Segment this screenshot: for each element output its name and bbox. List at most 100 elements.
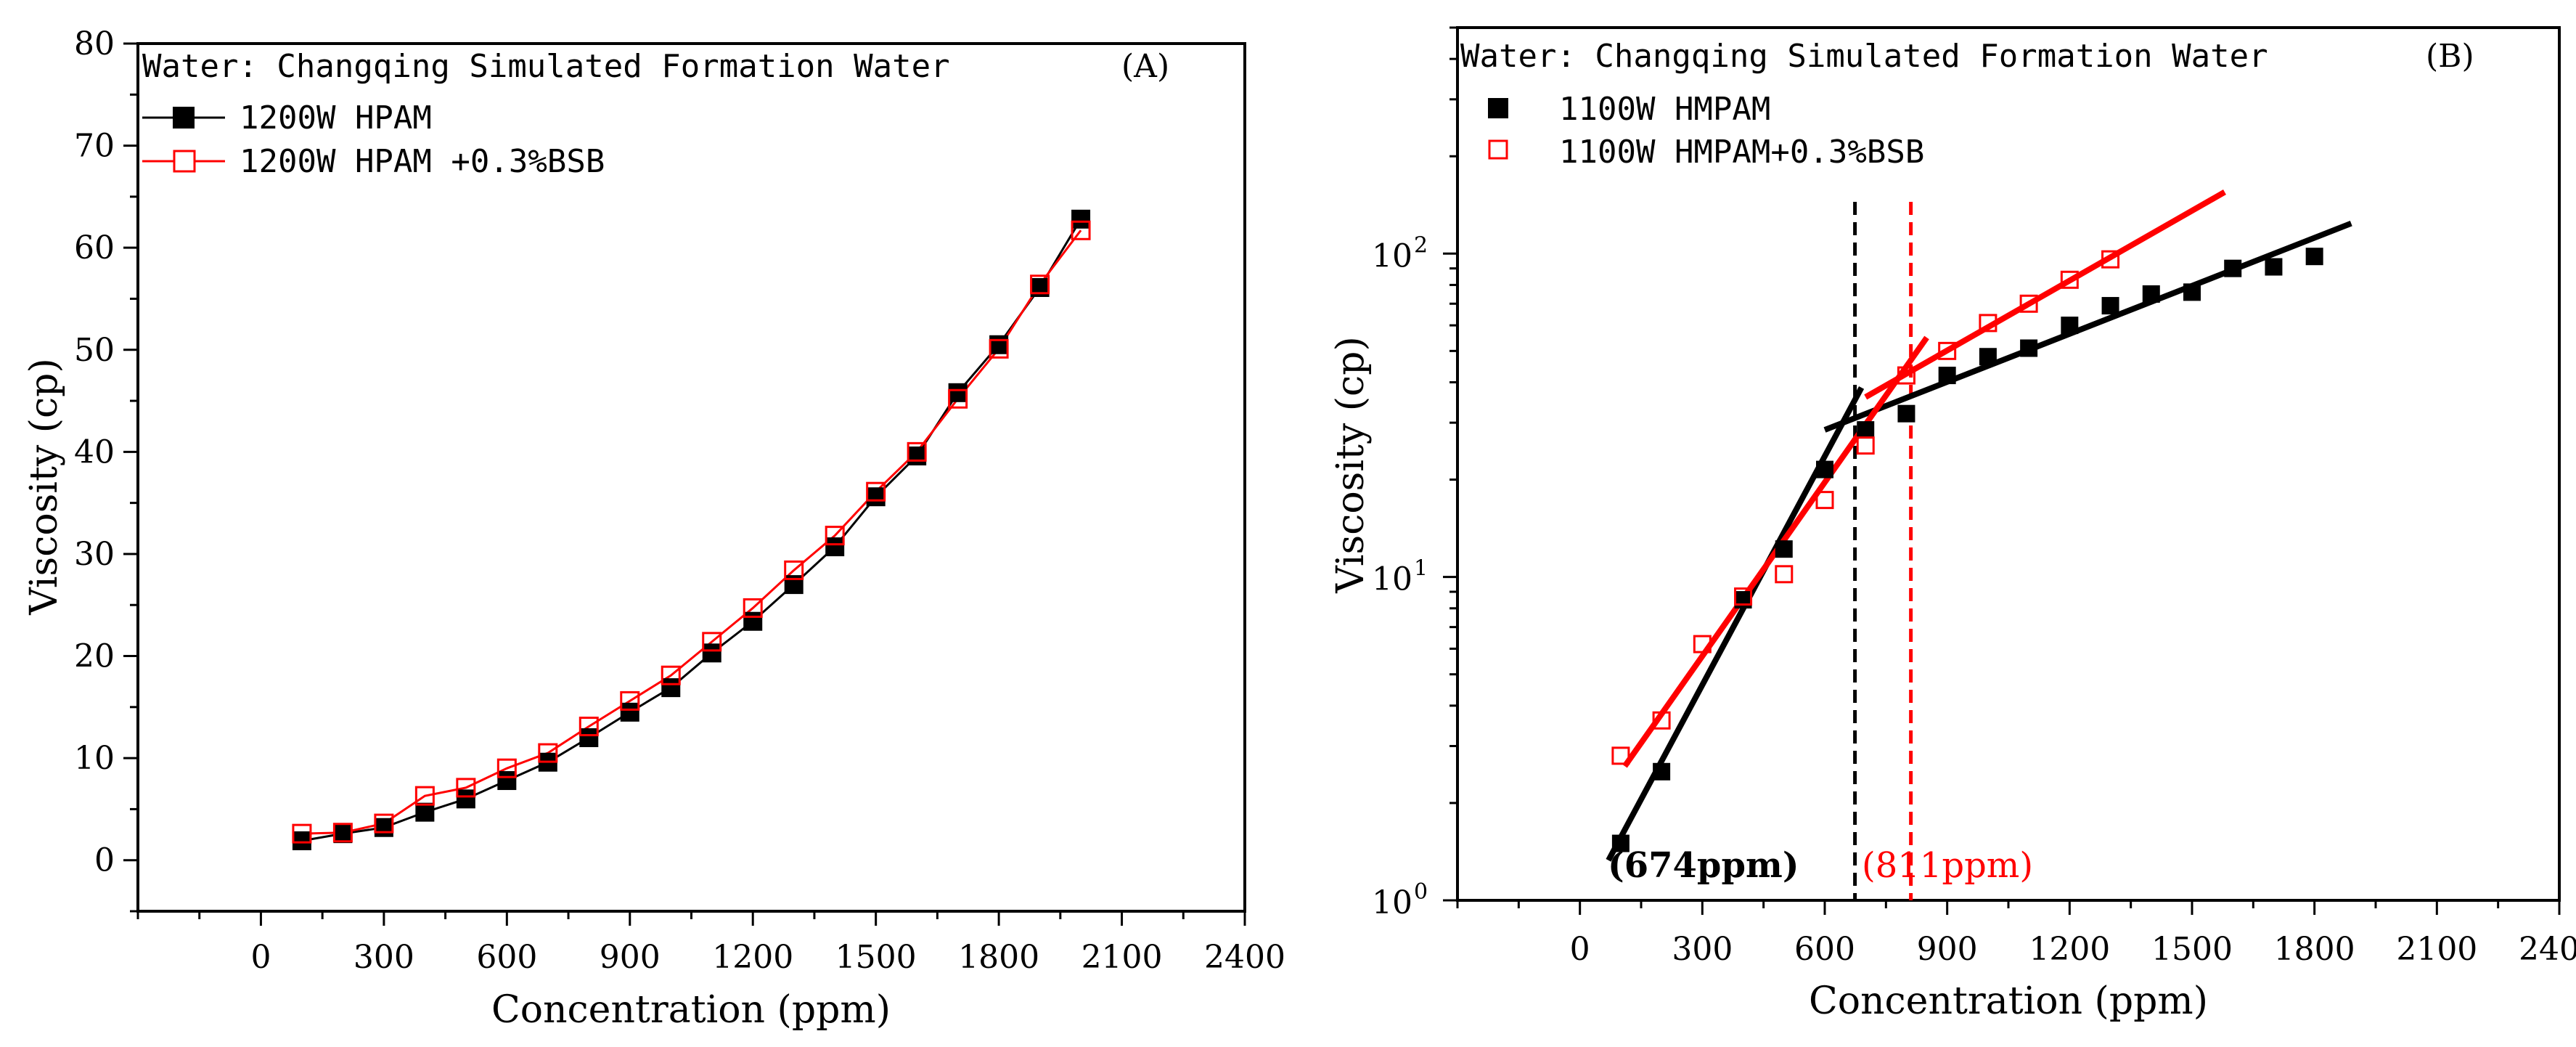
chart-a-point-1 — [784, 560, 804, 580]
chart-a-xlabel: Concentration (ppm) — [491, 988, 891, 1032]
chart-b-point-0 — [1611, 834, 1630, 852]
chart-b-x-tick-label: 1800 — [2274, 931, 2355, 968]
chart-a-y-tick-label: 20 — [74, 638, 115, 675]
chart-a-x-tick-label: 2400 — [1204, 939, 1285, 976]
chart-b-point-0 — [1816, 460, 1833, 478]
chart-b-legend-label-0: 1100W HMPAM — [1559, 91, 1770, 128]
chart-b-point-1 — [1938, 341, 1957, 360]
chart-a-point-0 — [415, 802, 435, 822]
chart-a-point-0 — [825, 537, 845, 557]
chart-a-x-tick-label: 600 — [476, 939, 537, 976]
chart-a-point-0 — [866, 487, 886, 507]
chart-b-x-tick-label: 300 — [1672, 931, 1733, 968]
chart-a-point-1 — [948, 388, 968, 409]
chart-a-legend: 1200W HPAM 1200W HPAM +0.3%BSB — [142, 99, 605, 180]
chart-a-point-0 — [620, 702, 639, 722]
chart-a-point-1 — [374, 813, 394, 834]
chart-b-x-tick-label: 0 — [1570, 931, 1590, 968]
chart-b-fit-line-1 — [1823, 220, 2352, 433]
chart-b-legend-label-1: 1100W HMPAM+0.3%BSB — [1559, 134, 1924, 171]
chart-a-y-tick-label: 70 — [74, 128, 115, 165]
chart-a: 0 300 600 900 1200 1500 1800 2100 2400 0 10 20 30 40… — [23, 25, 1285, 1032]
chart-b-point-1 — [2101, 250, 2120, 269]
chart-a-point-1 — [989, 338, 1009, 359]
chart-a-point-1 — [1071, 220, 1091, 240]
chart-b-ylabel: Viscosity (cp) — [1329, 336, 1373, 594]
chart-b-point-0 — [2142, 285, 2160, 303]
chart-a-point-1 — [620, 690, 640, 711]
chart-b-point-0 — [2020, 339, 2038, 357]
chart-b-point-0 — [2183, 283, 2201, 301]
chart-b-x-ticks: 0 300 600 900 1200 1500 1800 2100 2400 — [1456, 900, 2576, 968]
chart-b-panel-label: (B) — [2426, 38, 2474, 75]
chart-a-point-0 — [1071, 209, 1091, 229]
chart-a-y-tick-label: 10 — [74, 740, 115, 777]
chart-b-annotation: Water: Changqing Simulated Formation Wat… — [1460, 38, 2268, 75]
chart-a-series-line-0 — [301, 219, 1082, 842]
chart-b-legend-marker-1 — [1488, 139, 1508, 160]
chart-a-series — [292, 209, 1091, 850]
chart-a-y-ticks: 0 10 20 30 40 50 60 70 80 — [74, 25, 138, 913]
chart-b-point-0 — [1775, 540, 1793, 558]
chart-a-point-1 — [496, 758, 517, 778]
chart-a-x-tick-label: 0 — [250, 939, 271, 976]
chart-a-point-1 — [538, 743, 558, 763]
chart-a-x-tick-label: 1200 — [712, 939, 793, 976]
chart-b-fit-line-0 — [1606, 386, 1865, 862]
chart-a-point-1 — [825, 526, 845, 546]
chart-a-point-1 — [332, 823, 353, 843]
chart-a-point-0 — [989, 335, 1009, 354]
chart-a-legend-label-0: 1200W HPAM — [240, 99, 432, 137]
chart-b-point-0 — [1857, 421, 1875, 439]
chart-a-x-tick-label: 1500 — [835, 939, 917, 976]
chart-b-y-tick-label: 10 — [1372, 237, 1412, 274]
chart-b-point-1 — [1611, 746, 1630, 765]
chart-b-point-1 — [1979, 314, 1998, 333]
chart-a-x-tick-label: 900 — [600, 939, 661, 976]
chart-a-y-tick-label: 40 — [74, 433, 115, 470]
chart-a-point-1 — [292, 823, 312, 844]
chart-b-point-0 — [1734, 591, 1752, 609]
chart-a-point-1 — [1030, 274, 1050, 295]
chart-b-point-0 — [2265, 258, 2283, 276]
chart-b-vline-label-811: (811ppm) — [1862, 845, 2033, 886]
chart-b-guide-lines — [1853, 202, 1913, 900]
chart-a-point-0 — [743, 611, 763, 631]
chart-b-point-0 — [2305, 248, 2323, 266]
chart-b-y-tick-exponent: 2 — [1414, 232, 1428, 258]
chart-b-point-0 — [2061, 317, 2079, 335]
chart-a-point-1 — [743, 598, 763, 618]
chart-b-y-tick-exponent: 1 — [1414, 556, 1428, 582]
chart-b-point-0 — [1897, 404, 1915, 423]
chart-b-point-0 — [2101, 297, 2119, 315]
chart-b-y-tick-exponent: 0 — [1414, 879, 1428, 905]
chart-a-x-tick-label: 1800 — [958, 939, 1039, 976]
chart-b-point-1 — [1897, 366, 1915, 385]
chart-a-point-1 — [414, 786, 435, 806]
chart-a-ylabel: Viscosity (cp) — [23, 358, 66, 616]
chart-b-legend-marker-0 — [1488, 98, 1508, 118]
chart-b-point-0 — [1938, 367, 1956, 385]
chart-a-point-1 — [456, 778, 476, 798]
chart-a-x-tick-label: 2100 — [1081, 939, 1163, 976]
chart-a-y-tick-label: 0 — [94, 842, 115, 879]
chart-b-x-tick-label: 1200 — [2029, 931, 2110, 968]
chart-a-panel-label: (A) — [1121, 48, 1169, 85]
chart-b-x-tick-label: 1500 — [2151, 931, 2233, 968]
chart-b-point-1 — [1734, 587, 1753, 606]
chart-a-y-tick-label: 50 — [74, 332, 115, 369]
chart-a-point-0 — [907, 446, 927, 465]
chart-a-point-1 — [661, 665, 681, 685]
chart-b-point-0 — [2224, 259, 2242, 277]
chart-a-point-0 — [292, 831, 311, 850]
chart-b-y-tick-label: 10 — [1372, 561, 1412, 598]
chart-a-x-tick-label: 300 — [353, 939, 414, 976]
chart-a-point-1 — [578, 717, 599, 737]
chart-b-point-0 — [1979, 348, 1997, 366]
chart-b-xlabel: Concentration (ppm) — [1809, 979, 2208, 1023]
chart-a-legend-marker-0 — [173, 107, 195, 129]
chart-a-legend-label-1: 1200W HPAM +0.3%BSB — [240, 143, 605, 180]
